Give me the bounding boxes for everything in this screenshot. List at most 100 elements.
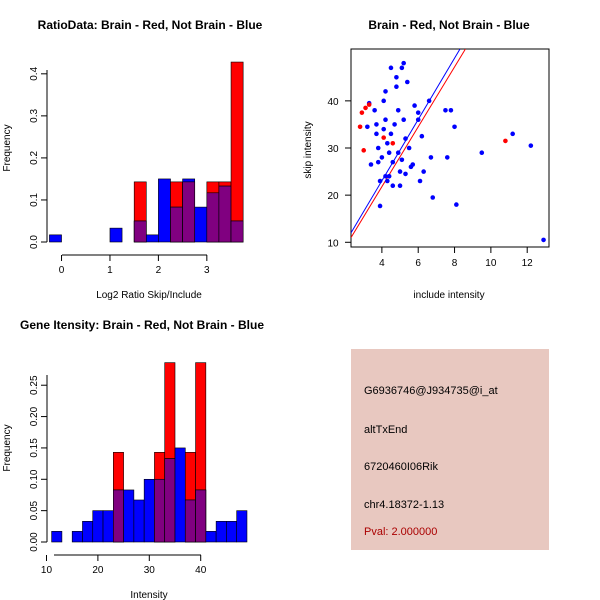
scatter-point-notbrain-31 [401,117,406,123]
scatter-point-notbrain-14 [383,173,388,179]
scatter-point-notbrain-50 [454,202,459,207]
ratio-xtick-label-3: 3 [204,265,210,276]
intensity-bar-notbrain-18 [236,510,248,543]
intensity-bar-notbrain-7 [123,489,135,543]
scatter-point-notbrain-53 [528,143,534,148]
intensity-xtick-label-0: 10 [41,565,53,576]
scatter-xtick-label-3: 10 [485,258,497,269]
scatter-point-notbrain-47 [444,155,450,160]
ratio-y-ticks: 0.0 0.1 0.2 0.3 0.4 [29,66,47,249]
scatter-point-brain-4 [366,102,372,107]
scatter-plot-frame [350,48,550,248]
intensity-x-ticks: 10 20 30 40 [41,555,207,576]
intensity-ytick-label-5: 0.25 [29,375,40,395]
intensity-histogram: Gene Itensity: Brain - Red, Not Brain - … [2,318,264,600]
scatter-point-notbrain-11 [381,126,386,132]
scatter-ytick-label-1: 20 [327,191,339,202]
intensity-title: Gene Itensity: Brain - Red, Not Brain - … [20,318,264,332]
scatter-x-ticks: 4 6 8 10 12 [379,247,533,269]
scatter-fit-line-1 [351,49,466,238]
scatter-point-notbrain-23 [394,74,399,80]
scatter-point-notbrain-16 [385,178,390,184]
intensity-bar-notbrain-17 [226,521,237,543]
scatter-point-notbrain-52 [510,131,515,137]
intensity-ylabel: Frequency [2,424,13,471]
gene-info-panel: G6936746@J934735@i_at altTxEnd 6720460I0… [351,349,549,550]
intensity-bar-notbrain-16 [215,521,227,543]
scatter-xtick-label-4: 12 [522,258,534,269]
scatter-points [357,60,546,243]
scatter-point-brain-0 [357,124,363,130]
scatter-point-notbrain-37 [410,162,416,167]
scatter-xtick-label-2: 8 [452,258,458,269]
intensity-ytick-label-0: 0.00 [29,532,40,552]
intensity-bar-overlap-6 [113,489,124,543]
intensity-ytick-label-2: 0.10 [29,469,40,489]
scatter-point-notbrain-24 [394,84,399,90]
scatter-point-notbrain-6 [375,159,381,165]
scatter-point-notbrain-15 [385,140,390,146]
intensity-bar-overlap-14 [195,489,207,543]
scatter-title: Brain - Red, Not Brain - Blue [368,18,530,32]
scatter-xtick-label-0: 4 [379,258,385,269]
intensity-bar-overlap-13 [184,499,196,543]
pval-text: Pval: 2.000000 [364,526,438,538]
scatter-point-notbrain-43 [426,98,432,104]
intensity-bar-notbrain-0 [51,531,63,543]
intensity-bar-notbrain-3 [82,521,94,543]
scatter-point-notbrain-4 [374,122,379,127]
scatter-point-notbrain-54 [541,237,546,243]
scatter-point-notbrain-56 [399,157,405,163]
ratio-ytick-label-0: 0.0 [29,235,40,249]
intensity-xlabel: Intensity [130,590,167,600]
scatter-point-notbrain-45 [430,195,436,200]
scatter-point-notbrain-5 [374,131,379,137]
scatter-point-notbrain-8 [377,203,383,209]
scatter-point-notbrain-17 [386,150,392,156]
ratio-bar-overlap-14 [218,185,232,243]
scatter-point-brain-7 [503,138,508,144]
scatter-point-notbrain-32 [403,136,408,141]
intensity-ytick-label-1: 0.05 [29,500,40,520]
scatter-point-brain-6 [390,140,396,146]
scatter-point-notbrain-2 [368,162,374,167]
scatter-ylabel: skip intensity [303,121,314,178]
scatter-point-notbrain-18 [388,131,394,137]
scatter-point-notbrain-22 [392,122,397,127]
ratio-bar-notbrain-8 [145,234,159,243]
ratio-xtick-label-2: 2 [156,265,162,276]
intensity-bar-notbrain-2 [71,531,83,543]
ratio-ytick-label-1: 0.1 [29,193,40,207]
scatter-point-notbrain-20 [390,159,396,165]
scatter-point-notbrain-41 [419,133,425,139]
genomic-location: chr4.18372-1.13 [364,499,445,511]
scatter-point-notbrain-9 [379,155,385,160]
intensity-scatter-plot: Brain - Red, Not Brain - Blue 4 6 8 10 12 10… [303,18,550,301]
scatter-point-notbrain-10 [381,98,386,104]
ratio-ytick-label-3: 0.3 [29,108,40,122]
scatter-point-notbrain-49 [452,124,457,130]
ratio-histogram: RatioData: Brain - Red, Not Brain - Blue… [2,18,263,301]
intensity-ytick-label-4: 0.20 [29,406,40,426]
ratio-bar-overlap-7 [133,220,147,243]
scatter-point-notbrain-39 [415,117,421,123]
ratio-ytick-label-2: 0.2 [29,151,40,165]
scatter-point-notbrain-21 [390,183,396,189]
intensity-bar-notbrain-9 [143,478,155,543]
ratio-ytick-label-4: 0.4 [29,66,40,80]
intensity-bars [51,362,248,543]
scatter-point-notbrain-29 [399,65,405,71]
scatter-point-notbrain-12 [383,117,388,123]
scatter-y-ticks: 10 20 30 40 [327,97,351,249]
ratio-ylabel: Frequency [2,124,13,171]
scatter-point-notbrain-33 [403,171,408,177]
scatter-point-notbrain-40 [417,178,423,184]
ratio-bar-notbrain-12 [194,206,208,243]
intensity-y-ticks: 0.00 0.05 0.10 0.15 0.20 0.25 [29,375,47,552]
ratio-bar-notbrain-5 [109,227,123,243]
intensity-bar-overlap-11 [164,458,176,543]
ratio-bar-notbrain-0 [49,234,62,243]
scatter-point-notbrain-34 [405,79,410,85]
scatter-point-notbrain-28 [397,183,403,189]
